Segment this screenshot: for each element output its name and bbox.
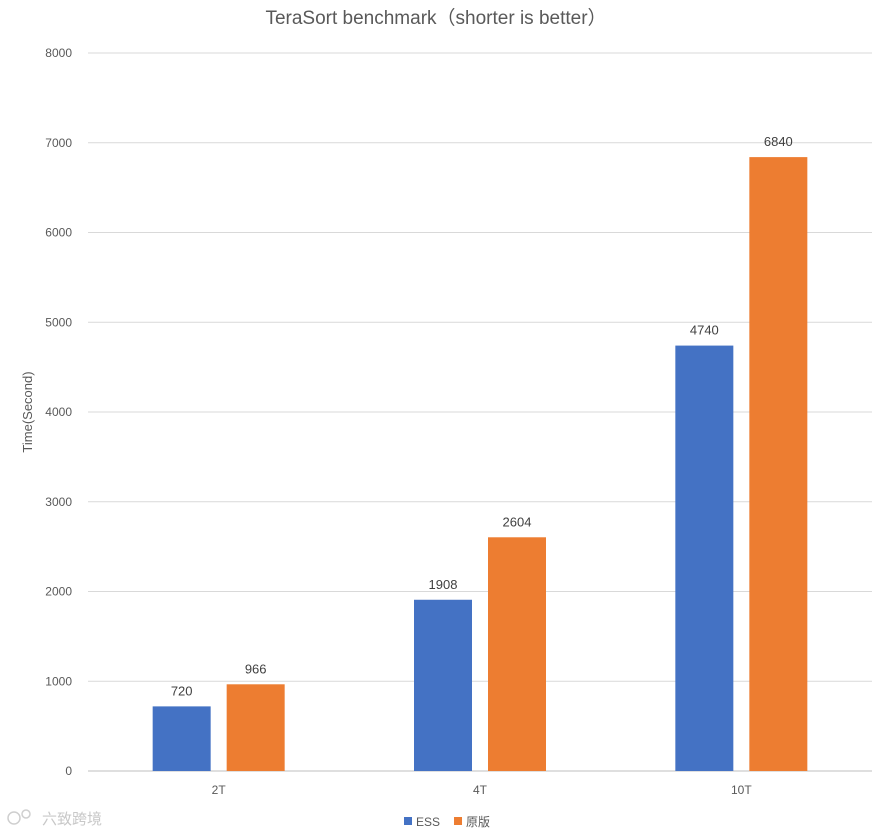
legend-swatch <box>454 817 463 825</box>
y-tick-label: 7000 <box>45 136 72 150</box>
bars <box>152 157 808 772</box>
y-tick-label: 3000 <box>45 495 72 509</box>
y-axis-ticks: 0 1000 2000 3000 4000 5000 6000 7000 8000 <box>45 46 72 778</box>
data-label: 2604 <box>503 514 532 529</box>
x-tick-label: 4T <box>473 783 488 797</box>
bar-10T-1 <box>749 157 808 772</box>
data-label: 6840 <box>764 134 793 149</box>
chart-title: TeraSort benchmark（shorter is better） <box>265 7 606 29</box>
y-tick-label: 8000 <box>45 46 72 60</box>
bar-4T-1 <box>488 537 546 771</box>
y-tick-label: 6000 <box>45 226 72 240</box>
legend-label: 原版 <box>466 815 490 829</box>
data-label: 4740 <box>690 323 719 338</box>
data-label: 1908 <box>429 577 458 592</box>
watermark: 六致跨境 <box>7 809 102 828</box>
data-labels: 720 966 1908 2604 4740 6840 <box>171 134 793 698</box>
grid-lines <box>88 52 872 772</box>
bar-10T-0 <box>675 345 734 771</box>
y-axis-label: Time(Second) <box>20 371 35 452</box>
watermark-text: 六致跨境 <box>42 810 102 828</box>
watermark-logo-icon <box>7 811 21 825</box>
y-tick-label: 1000 <box>45 674 72 688</box>
y-tick-label: 2000 <box>45 585 72 599</box>
x-tick-label: 10T <box>731 783 752 797</box>
x-tick-label: 2T <box>212 783 227 797</box>
x-axis-ticks: 2T 4T 10T <box>212 783 753 797</box>
watermark-logo-dot-icon <box>21 809 31 819</box>
y-tick-label: 0 <box>65 764 72 778</box>
legend-swatch <box>404 817 412 825</box>
y-tick-label: 5000 <box>45 315 72 329</box>
y-tick-label: 4000 <box>45 405 72 419</box>
bar-2T-1 <box>226 684 285 771</box>
legend-label: ESS <box>416 815 440 829</box>
bar-2T-0 <box>152 706 211 771</box>
data-label: 720 <box>171 683 193 698</box>
bar-4T-0 <box>414 599 472 771</box>
legend: ESS 原版 <box>404 815 490 829</box>
data-label: 966 <box>245 661 267 676</box>
